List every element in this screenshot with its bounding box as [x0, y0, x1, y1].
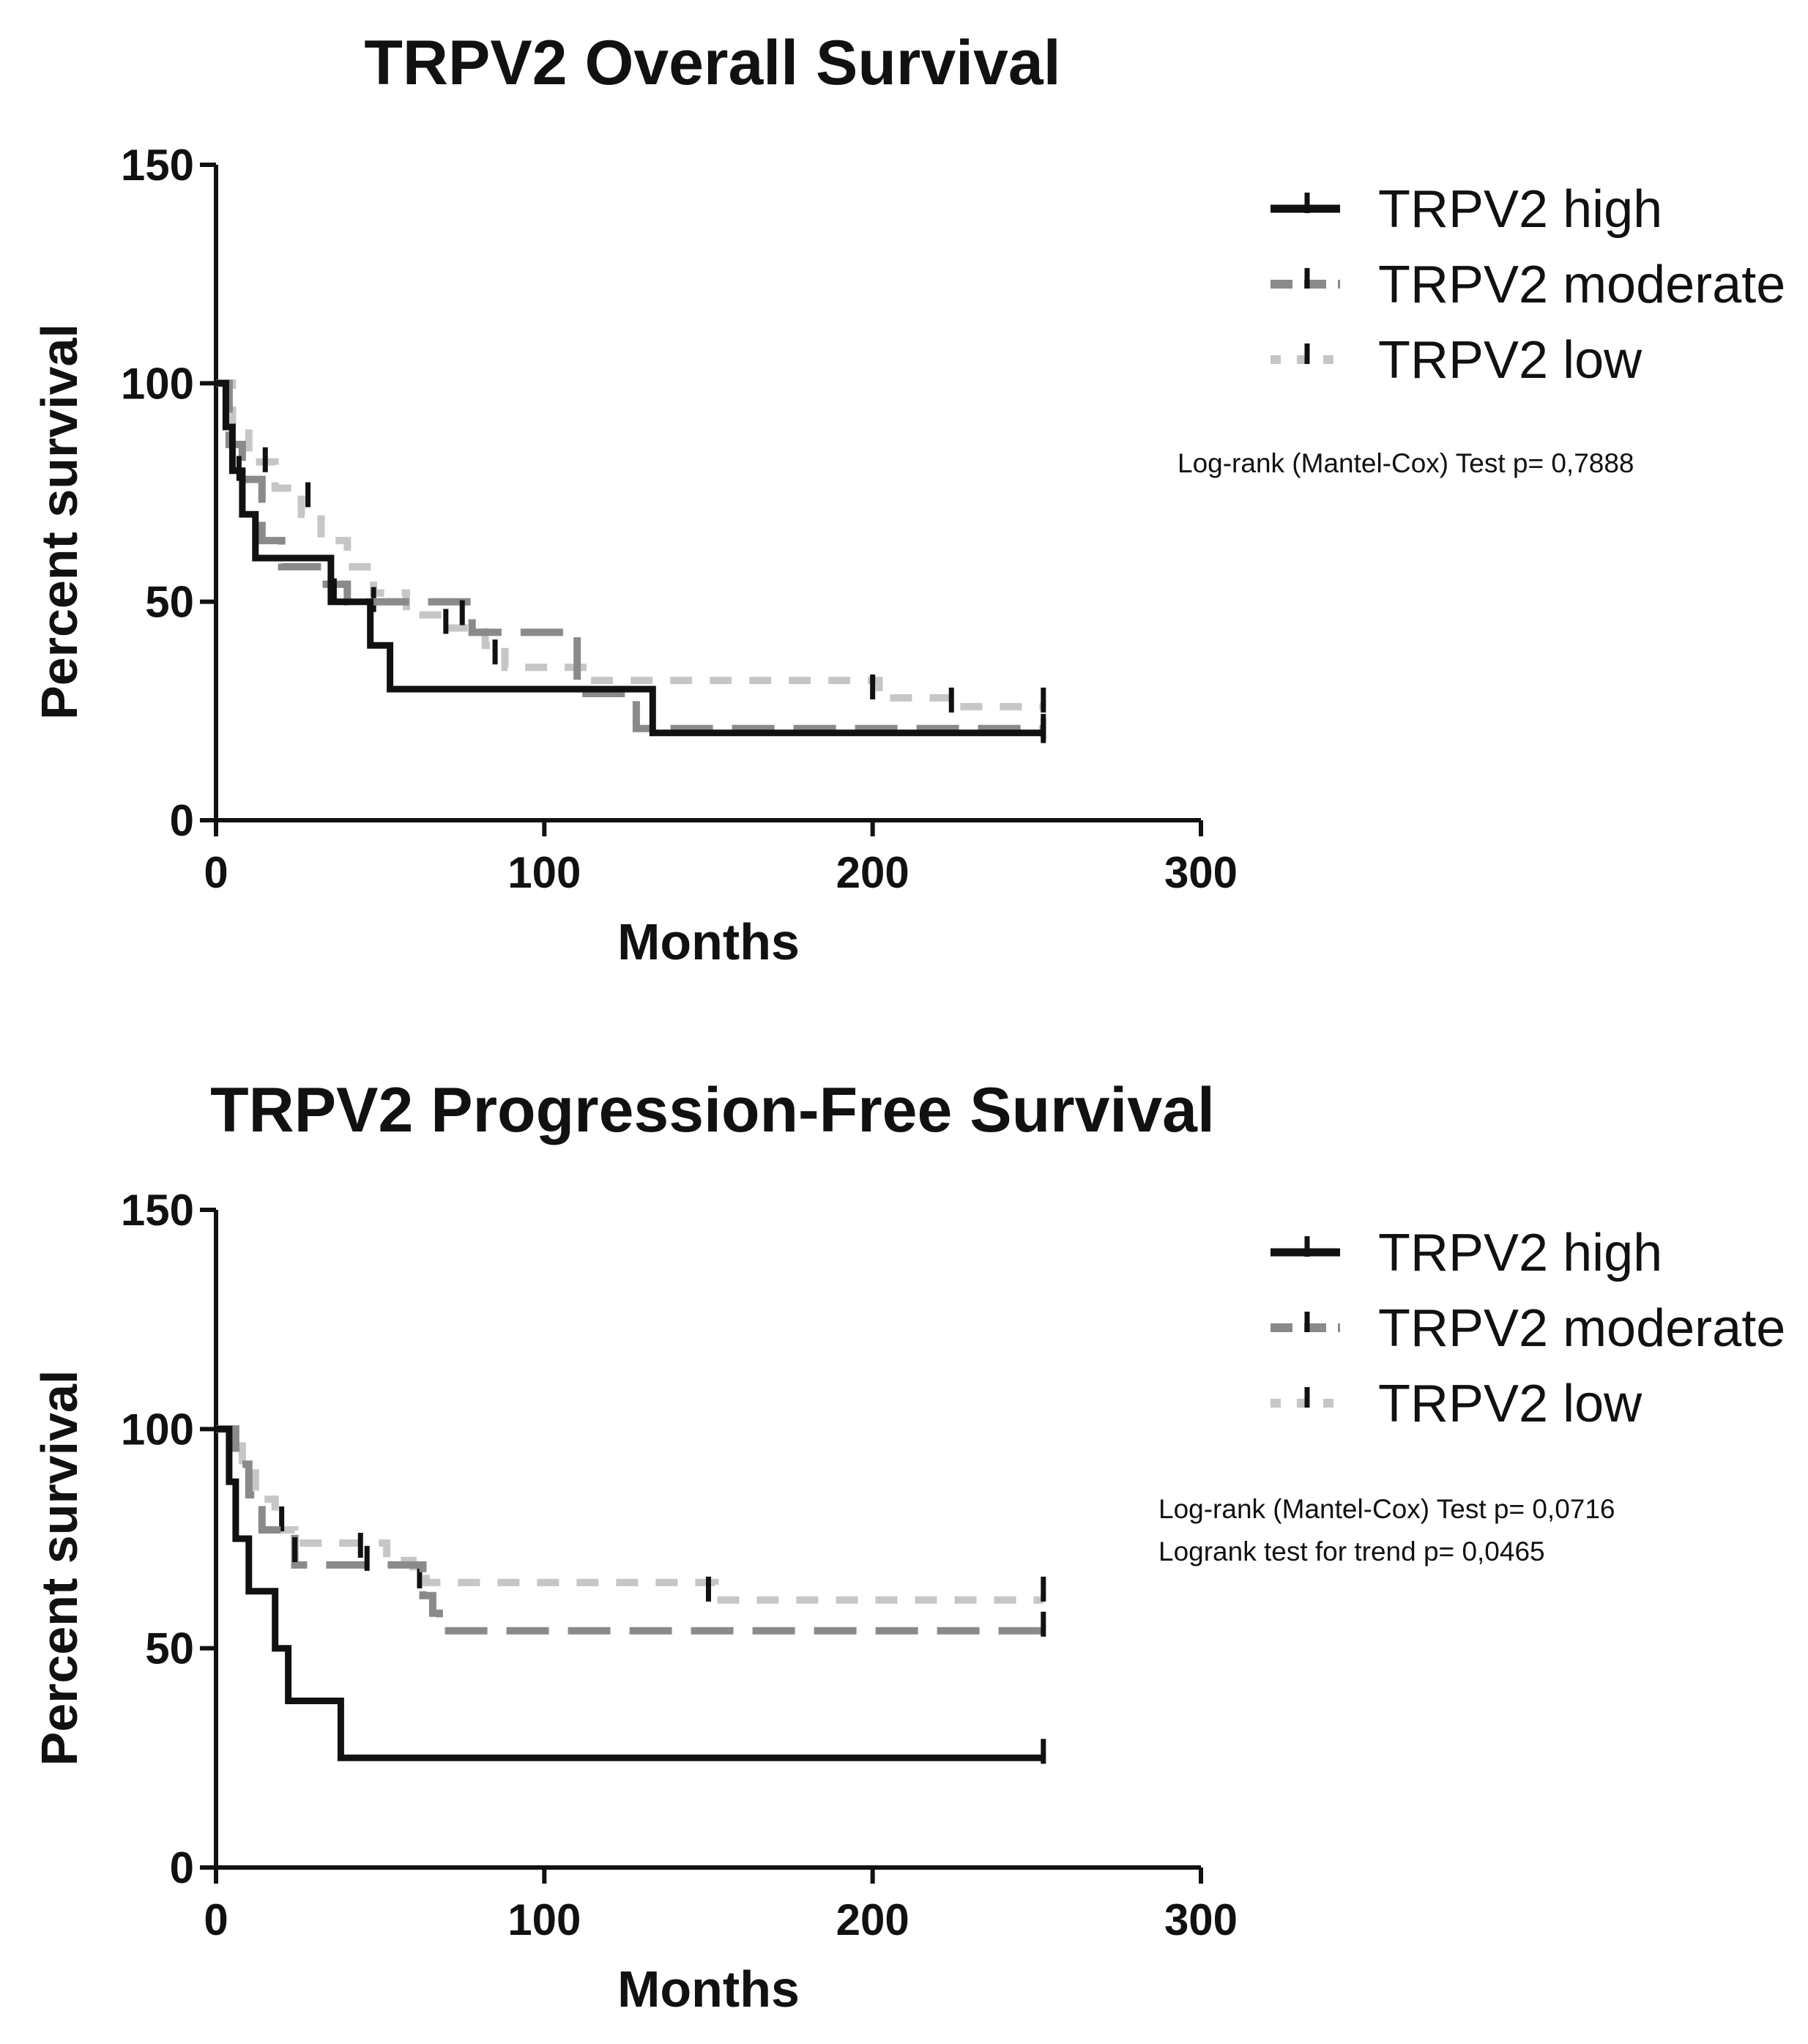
statistics-text: Log-rank (Mantel-Cox) Test p= 0,0716 [1158, 1494, 1615, 1524]
x-axis-label: Months [617, 1961, 800, 2018]
legend-label-trpv2-low: TRPV2 low [1378, 1375, 1643, 1433]
series-line-trpv2-low [216, 379, 1043, 710]
x-tick-label: 100 [507, 848, 581, 897]
statistics-text: Log-rank (Mantel-Cox) Test p= 0,7888 [1178, 448, 1634, 478]
series-line-trpv2-high [216, 1425, 1043, 1761]
y-tick-label: 100 [121, 359, 194, 408]
x-tick-label: 0 [204, 848, 228, 897]
legend-label-trpv2-low: TRPV2 low [1378, 331, 1643, 390]
legend-label-trpv2-moderate: TRPV2 moderate [1378, 1299, 1785, 1358]
chart-title: TRPV2 Progression-Free Survival [210, 1075, 1215, 1145]
y-tick-label: 150 [121, 141, 194, 190]
x-tick-label: 200 [836, 1895, 909, 1944]
x-axis-label: Months [617, 913, 800, 970]
series-line-trpv2-moderate [216, 379, 1043, 732]
series-line-trpv2-low [216, 1425, 1043, 1604]
y-tick-label: 50 [145, 1624, 194, 1673]
legend-label-trpv2-moderate: TRPV2 moderate [1378, 256, 1785, 314]
x-tick-label: 200 [836, 848, 909, 897]
statistics-text: Logrank test for trend p= 0,0465 [1158, 1536, 1545, 1567]
chart-title: TRPV2 Overall Survival [364, 28, 1060, 98]
y-axis-label: Percent survival [31, 1370, 88, 1766]
y-tick-label: 100 [121, 1405, 194, 1454]
x-tick-label: 300 [1164, 1895, 1238, 1944]
y-tick-label: 50 [145, 578, 194, 627]
y-tick-label: 0 [170, 1843, 194, 1892]
overall-survival-panel: TRPV2 Overall Survival 0 50 100 150 0 100 200 30… [31, 28, 1785, 970]
series-line-trpv2-high [216, 379, 1043, 737]
x-tick-label: 300 [1164, 848, 1238, 897]
legend-label-trpv2-high: TRPV2 high [1378, 180, 1662, 239]
x-tick-label: 100 [507, 1895, 581, 1944]
x-tick-label: 0 [204, 1895, 228, 1944]
legend-label-trpv2-high: TRPV2 high [1378, 1224, 1662, 1282]
y-tick-label: 0 [170, 796, 194, 845]
y-axis-label: Percent survival [31, 324, 88, 720]
progression-free-survival-panel: TRPV2 Progression-Free Survival 0 50 100 150… [31, 1075, 1785, 2018]
y-tick-label: 150 [121, 1186, 194, 1235]
